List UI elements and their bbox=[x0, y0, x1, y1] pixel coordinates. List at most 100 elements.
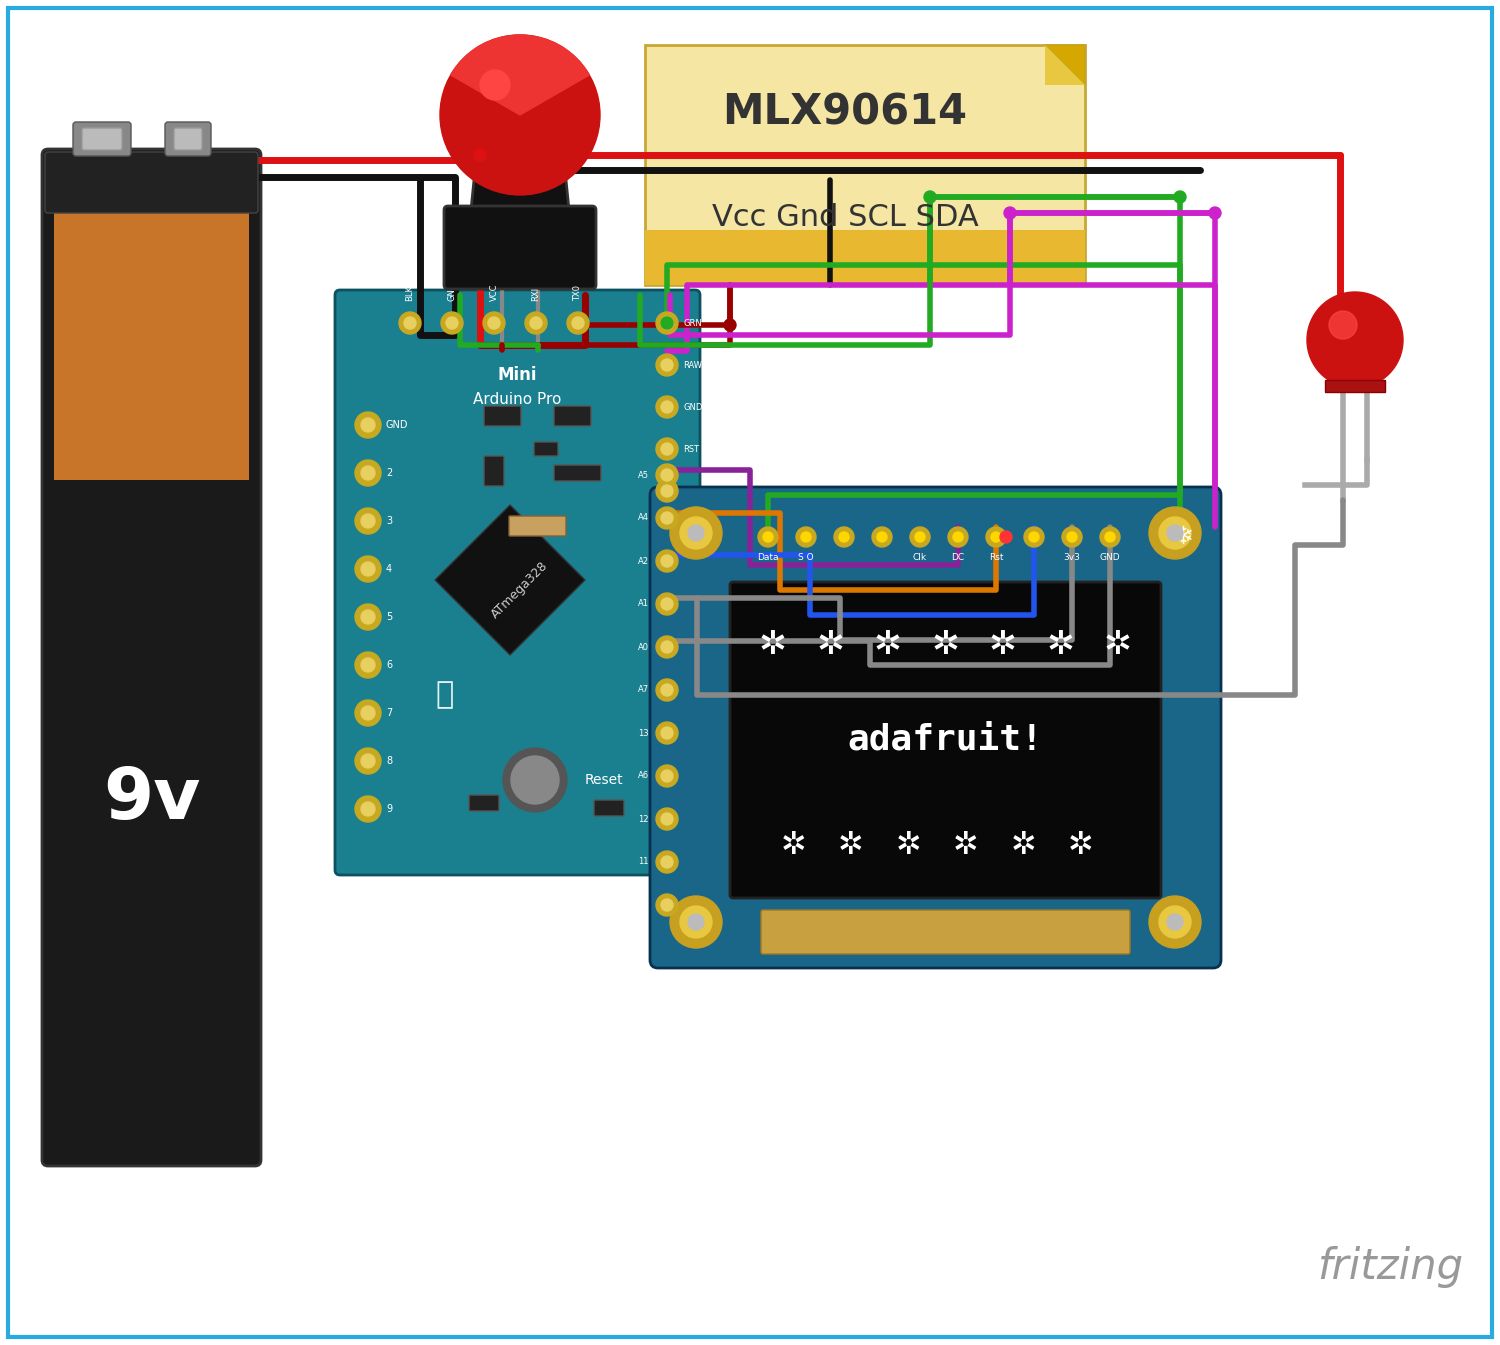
Text: Data: Data bbox=[758, 553, 778, 562]
Circle shape bbox=[656, 550, 678, 572]
Circle shape bbox=[503, 748, 567, 812]
Circle shape bbox=[839, 533, 849, 542]
Text: ✲: ✲ bbox=[988, 628, 1017, 662]
Circle shape bbox=[362, 611, 375, 624]
Circle shape bbox=[480, 70, 510, 100]
Circle shape bbox=[356, 555, 381, 582]
Text: GND: GND bbox=[386, 420, 408, 430]
Circle shape bbox=[572, 317, 584, 330]
Text: ✲: ✲ bbox=[952, 830, 978, 859]
Circle shape bbox=[656, 507, 678, 529]
Circle shape bbox=[670, 507, 722, 560]
Circle shape bbox=[662, 898, 674, 911]
Circle shape bbox=[362, 802, 375, 816]
Circle shape bbox=[656, 722, 678, 744]
Circle shape bbox=[992, 533, 1000, 542]
Text: ✲: ✲ bbox=[896, 830, 921, 859]
Circle shape bbox=[878, 533, 886, 542]
Circle shape bbox=[662, 599, 674, 611]
Circle shape bbox=[834, 527, 854, 547]
Circle shape bbox=[656, 593, 678, 615]
Text: 9: 9 bbox=[386, 804, 392, 814]
Circle shape bbox=[362, 465, 375, 480]
Circle shape bbox=[656, 851, 678, 873]
Circle shape bbox=[670, 896, 722, 948]
Text: 6: 6 bbox=[386, 660, 392, 670]
FancyBboxPatch shape bbox=[650, 487, 1221, 968]
Circle shape bbox=[724, 319, 736, 331]
Text: A5: A5 bbox=[638, 471, 650, 480]
Circle shape bbox=[662, 469, 674, 482]
Circle shape bbox=[688, 915, 703, 929]
Text: A6: A6 bbox=[638, 772, 650, 780]
Text: RXI: RXI bbox=[531, 286, 540, 301]
Circle shape bbox=[483, 312, 506, 334]
Text: ATmega328: ATmega328 bbox=[489, 560, 550, 621]
Text: A0: A0 bbox=[638, 643, 650, 651]
Circle shape bbox=[1004, 207, 1016, 219]
Circle shape bbox=[362, 755, 375, 768]
Bar bbox=[645, 230, 1084, 285]
FancyBboxPatch shape bbox=[645, 44, 1084, 285]
Text: VCC: VCC bbox=[489, 284, 498, 301]
Text: fritzing: fritzing bbox=[1317, 1245, 1462, 1289]
Circle shape bbox=[656, 480, 678, 502]
Text: ✲: ✲ bbox=[1104, 628, 1132, 662]
Text: GN: GN bbox=[447, 288, 456, 301]
Text: ✲: ✲ bbox=[816, 628, 844, 662]
FancyBboxPatch shape bbox=[444, 206, 596, 289]
Circle shape bbox=[656, 464, 678, 486]
Circle shape bbox=[662, 512, 674, 525]
Text: ✲: ✲ bbox=[759, 628, 788, 662]
Circle shape bbox=[356, 508, 381, 534]
Circle shape bbox=[1149, 507, 1202, 560]
Circle shape bbox=[530, 317, 542, 330]
Polygon shape bbox=[1046, 44, 1084, 85]
Circle shape bbox=[1066, 533, 1077, 542]
Circle shape bbox=[662, 685, 674, 695]
Circle shape bbox=[662, 812, 674, 824]
Text: 2: 2 bbox=[386, 468, 393, 477]
Circle shape bbox=[662, 642, 674, 654]
Text: ✲: ✲ bbox=[780, 830, 806, 859]
Circle shape bbox=[656, 438, 678, 460]
Text: BLK: BLK bbox=[405, 285, 414, 301]
Circle shape bbox=[1306, 292, 1402, 387]
Circle shape bbox=[512, 756, 560, 804]
Circle shape bbox=[362, 706, 375, 720]
FancyBboxPatch shape bbox=[484, 406, 520, 426]
Circle shape bbox=[356, 796, 381, 822]
Circle shape bbox=[924, 191, 936, 203]
Circle shape bbox=[1167, 525, 1184, 541]
Circle shape bbox=[1024, 527, 1044, 547]
Circle shape bbox=[680, 516, 712, 549]
Text: 3: 3 bbox=[386, 516, 392, 526]
Circle shape bbox=[356, 460, 381, 486]
Circle shape bbox=[404, 317, 416, 330]
Polygon shape bbox=[435, 504, 585, 655]
FancyBboxPatch shape bbox=[74, 122, 130, 156]
Circle shape bbox=[362, 658, 375, 672]
Circle shape bbox=[1000, 531, 1012, 543]
Circle shape bbox=[662, 401, 674, 413]
Text: MLX90614: MLX90614 bbox=[723, 91, 968, 133]
Text: RAW: RAW bbox=[682, 360, 702, 370]
Circle shape bbox=[656, 765, 678, 787]
FancyBboxPatch shape bbox=[594, 800, 624, 816]
FancyBboxPatch shape bbox=[554, 406, 591, 426]
Text: A1: A1 bbox=[638, 600, 650, 608]
Text: ✲: ✲ bbox=[1068, 830, 1094, 859]
Circle shape bbox=[1160, 907, 1191, 937]
Circle shape bbox=[656, 636, 678, 658]
Text: ✲: ✲ bbox=[1047, 628, 1074, 662]
Text: ✲: ✲ bbox=[932, 628, 960, 662]
Text: Rst: Rst bbox=[988, 553, 1004, 562]
FancyBboxPatch shape bbox=[45, 152, 258, 213]
Text: S O: S O bbox=[798, 553, 814, 562]
Text: GND: GND bbox=[1100, 553, 1120, 562]
Text: ❄: ❄ bbox=[1173, 525, 1194, 549]
Text: 11: 11 bbox=[639, 858, 650, 866]
Circle shape bbox=[362, 562, 375, 576]
Circle shape bbox=[764, 533, 772, 542]
Circle shape bbox=[662, 486, 674, 498]
